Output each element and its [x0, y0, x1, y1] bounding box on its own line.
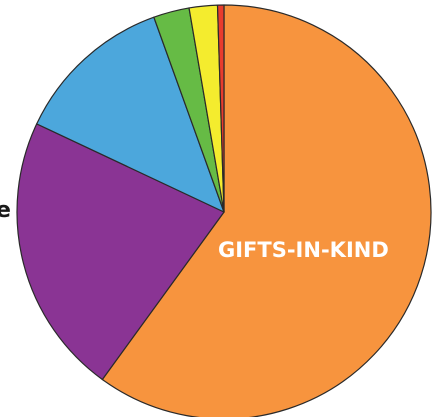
pie-slice-1 [101, 4, 432, 417]
pie-slice-6 [216, 4, 225, 213]
pie-slice-3 [36, 16, 225, 213]
pie-slice-label-1: GIFTS-IN-KIND [218, 238, 389, 262]
cropped-edge-label: e [0, 198, 11, 223]
pie-labels: GIFTS-IN-KIND [218, 238, 389, 262]
pie-slices [16, 4, 432, 417]
